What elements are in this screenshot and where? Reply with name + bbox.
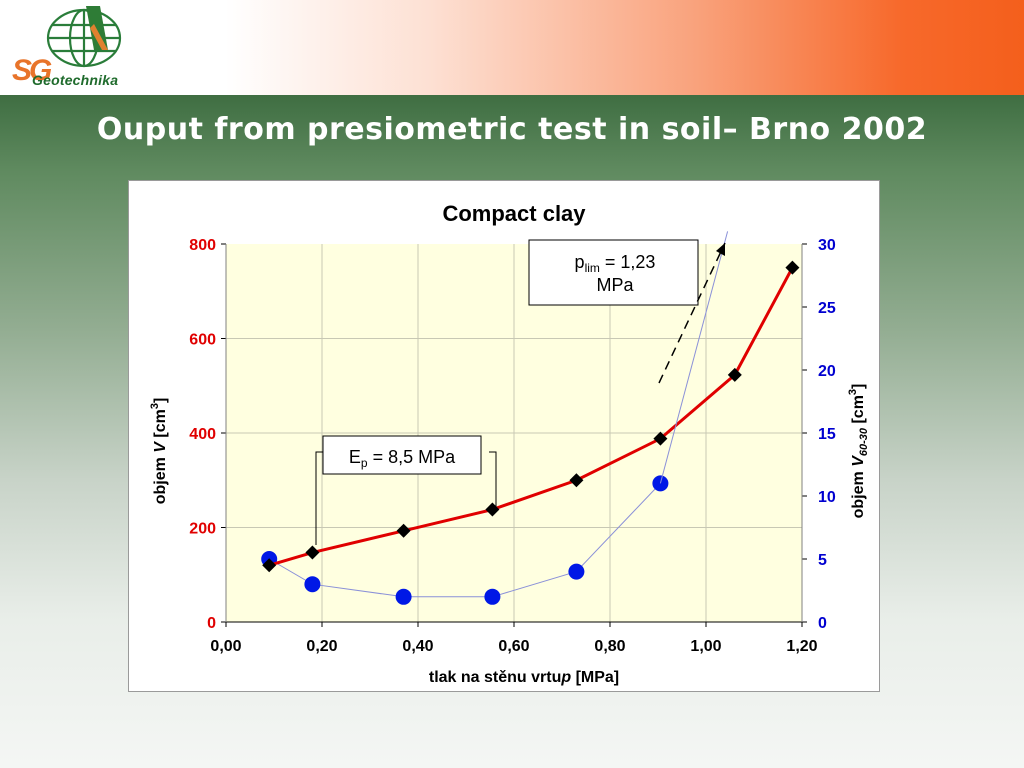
y-right-tick-label: 30: [818, 237, 836, 254]
x-tick-label: 0,40: [402, 638, 433, 655]
series-v-point: [785, 260, 800, 275]
y-left-tick-label: 200: [189, 521, 216, 538]
y-right-tick-label: 15: [818, 426, 836, 443]
trend-line: [659, 231, 729, 484]
series-v-point: [262, 558, 277, 573]
plim-arrow: [658, 242, 726, 384]
chart: 0,00 0,20 0,40 0,60 0,80 1,00 1,20020040060080…: [149, 201, 871, 686]
y-left-tick-label: 400: [189, 426, 216, 443]
plim-symbol: p: [575, 252, 585, 272]
series-v-line: [268, 266, 794, 567]
trend-layer: [659, 231, 729, 484]
x-tick-label: 1,00: [690, 638, 721, 655]
globe-icon: [46, 6, 122, 68]
x-tick-label: 1,20: [786, 638, 817, 655]
series-v-point: [569, 473, 584, 488]
y-axis-right-label: objem V60-30 [cm3]: [847, 384, 871, 519]
y-right-tick-label: 5: [818, 552, 827, 569]
svg-text:plim = 1,23: plim = 1,23: [575, 252, 656, 275]
y-left-tick-label: 800: [189, 237, 216, 254]
plim-value: = 1,23: [600, 252, 656, 272]
y-right-tick-label: 25: [818, 300, 836, 317]
plim-subscript: lim: [585, 261, 600, 275]
ep-symbol: E: [349, 447, 361, 467]
svg-text:Ep = 8,5 MPa: Ep = 8,5 MPa: [349, 447, 456, 470]
series-v-point: [396, 523, 411, 538]
plim-unit: MPa: [596, 275, 634, 295]
page-title: Ouput from presiometric test in soil– Br…: [96, 112, 928, 147]
y-axis-left-label: objem V [cm3]: [149, 398, 169, 505]
x-tick-label: 0,60: [498, 638, 529, 655]
series-v6030-point: [484, 588, 501, 605]
y-left-tick-label: 600: [189, 332, 216, 349]
ep-subscript: p: [361, 456, 368, 470]
series-v6030-point: [304, 576, 321, 593]
series-v6030-point: [395, 588, 412, 605]
series-v-point: [653, 431, 668, 446]
series-v6030-line: [268, 483, 661, 598]
plim-annotation: plim = 1,23 MPa: [528, 239, 726, 384]
logo-wordmark: Geotechnika: [32, 72, 119, 88]
y-right-tick-label: 0: [818, 615, 827, 632]
series-v-point: [305, 545, 320, 560]
series-v6030-point: [568, 563, 585, 580]
ep-value: = 8,5 MPa: [368, 447, 457, 467]
chart-frame: 0,00 0,20 0,40 0,60 0,80 1,00 1,20 0 200 400 600 80…: [128, 180, 880, 692]
ep-annotation: Ep = 8,5 MPa: [315, 435, 497, 545]
x-axis-label: tlak na stěnu vrtup [MPa]: [429, 669, 619, 686]
grid: [226, 244, 802, 622]
y-right-tick-label: 20: [818, 363, 836, 380]
x-tick-label: 0,20: [306, 638, 337, 655]
company-logo: SG Geotechnika: [4, 2, 154, 92]
series-v-point: [727, 367, 742, 382]
x-tick-label: 0,80: [594, 638, 625, 655]
axes: 0,00 0,20 0,40 0,60 0,80 1,00 1,20020040060080…: [189, 237, 836, 655]
x-tick-label: 0,00: [210, 638, 241, 655]
chart-title: Compact clay: [442, 201, 586, 226]
y-left-tick-label: 0: [207, 615, 216, 632]
logo-initials: SG: [12, 54, 52, 87]
plim-arrowhead: [716, 243, 725, 256]
y-right-tick-label: 10: [818, 489, 836, 506]
header-bar: [0, 0, 1024, 95]
